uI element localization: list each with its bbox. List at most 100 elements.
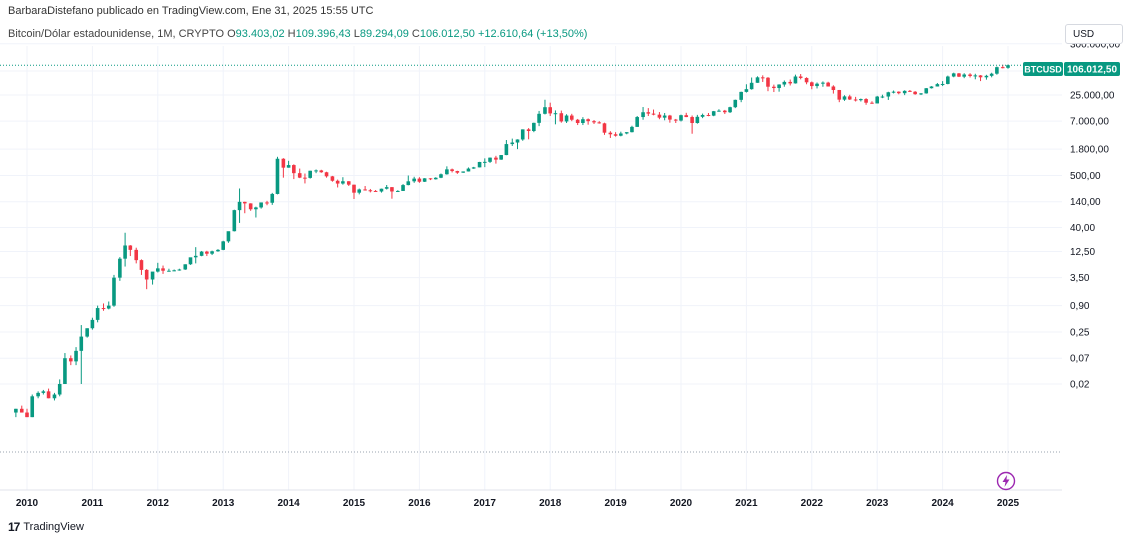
- x-tick-label: 2022: [801, 498, 824, 509]
- candle-body: [194, 256, 198, 257]
- candle-body: [543, 107, 547, 114]
- candle-body: [85, 328, 89, 336]
- candle-down: [848, 95, 852, 100]
- candle-body: [957, 73, 961, 76]
- time-axis[interactable]: 2010 2011 2012 2013 2014 2015 2016 2017 2018 2019…: [0, 490, 1062, 509]
- candle-body: [913, 92, 917, 94]
- candle-body: [205, 252, 209, 254]
- candle-body: [663, 116, 667, 118]
- symbol-tag-text: BTCUSD: [1024, 65, 1062, 75]
- candle-up: [510, 139, 514, 146]
- candle-body: [347, 181, 351, 184]
- candle-body: [467, 169, 471, 172]
- candle-body: [794, 76, 798, 83]
- candle-down: [450, 169, 454, 173]
- candle-body: [478, 162, 482, 167]
- candle-body: [178, 270, 182, 271]
- candle-up: [499, 155, 503, 160]
- candle-down: [20, 406, 24, 413]
- price-axis[interactable]: 300.000,0080.000,0025.000,007.000,001.80…: [1070, 39, 1120, 390]
- tradingview-logo[interactable]: 17 TradingView: [8, 520, 84, 534]
- candle-down: [560, 111, 564, 123]
- candle-up: [679, 115, 683, 122]
- y-tick-label: 1.800,00: [1070, 145, 1109, 156]
- candle-body: [581, 119, 585, 123]
- candle-up: [380, 189, 384, 193]
- candle-body: [772, 87, 776, 88]
- candle-body: [472, 167, 476, 168]
- candle-up: [478, 162, 482, 168]
- candle-body: [292, 165, 296, 173]
- candle-up: [85, 328, 89, 337]
- candle-up: [314, 169, 318, 173]
- candle-up: [946, 76, 950, 85]
- candle-body: [36, 393, 40, 396]
- candle-down: [805, 77, 809, 84]
- candle-up: [227, 231, 231, 243]
- candle-up: [270, 193, 274, 205]
- x-tick-label: 2016: [408, 498, 431, 509]
- candle-body: [112, 278, 116, 306]
- candle-body: [303, 178, 307, 179]
- candle-up: [777, 84, 781, 91]
- candle-down: [723, 110, 727, 114]
- candle-up: [990, 73, 994, 78]
- candle-body: [810, 82, 814, 86]
- price-chart[interactable]: 300.000,0080.000,0025.000,007.000,001.80…: [0, 0, 1140, 541]
- lightning-icon[interactable]: [996, 471, 1016, 491]
- candle-body: [325, 172, 329, 176]
- candle-down: [690, 116, 694, 134]
- candle-up: [821, 81, 825, 86]
- candle-down: [658, 112, 662, 119]
- candle-body: [380, 189, 384, 192]
- candle-body: [974, 75, 978, 76]
- candle-body: [369, 190, 373, 191]
- candle-up: [96, 306, 100, 323]
- candle-up: [118, 257, 122, 281]
- candle-up: [183, 264, 187, 270]
- candle-body: [745, 89, 749, 92]
- candle-body: [14, 409, 18, 413]
- candle-up: [875, 96, 879, 104]
- candle-body: [586, 119, 590, 121]
- candle-up: [401, 184, 405, 191]
- candle-body: [826, 83, 830, 87]
- candle-down: [799, 74, 803, 79]
- candle-down: [374, 190, 378, 192]
- candle-down: [772, 85, 776, 92]
- candle-up: [696, 115, 700, 124]
- candle-body: [668, 116, 672, 120]
- grid-lines: [0, 44, 1062, 490]
- candle-body: [870, 103, 874, 104]
- candle-body: [331, 176, 335, 180]
- candle-up: [406, 175, 410, 185]
- tradingview-mark-icon: 17: [8, 520, 19, 534]
- candle-body: [308, 171, 312, 178]
- candle-down: [761, 75, 765, 82]
- candle-down: [707, 113, 711, 116]
- candle-up: [532, 123, 536, 132]
- x-tick-label: 2024: [931, 498, 954, 509]
- candle-body: [418, 179, 422, 182]
- candle-down: [102, 303, 106, 310]
- x-tick-label: 2014: [277, 498, 300, 509]
- candle-up: [461, 171, 465, 172]
- candle-body: [488, 158, 492, 162]
- candle-body: [527, 129, 531, 131]
- candle-down: [864, 98, 868, 105]
- candle-down: [298, 169, 302, 179]
- candle-down: [140, 259, 144, 275]
- candle-down: [854, 97, 858, 102]
- candle-body: [679, 115, 683, 120]
- candle-body: [690, 117, 694, 123]
- candle-body: [450, 169, 454, 171]
- candle-up: [701, 114, 705, 119]
- x-tick-label: 2015: [343, 498, 366, 509]
- candle-up: [434, 177, 438, 179]
- candle-body: [728, 107, 732, 112]
- currency-unit-box[interactable]: USD: [1065, 24, 1123, 44]
- candle-down: [292, 164, 296, 179]
- candle-body: [461, 171, 465, 172]
- x-tick-label: 2023: [866, 498, 889, 509]
- x-tick-label: 2018: [539, 498, 562, 509]
